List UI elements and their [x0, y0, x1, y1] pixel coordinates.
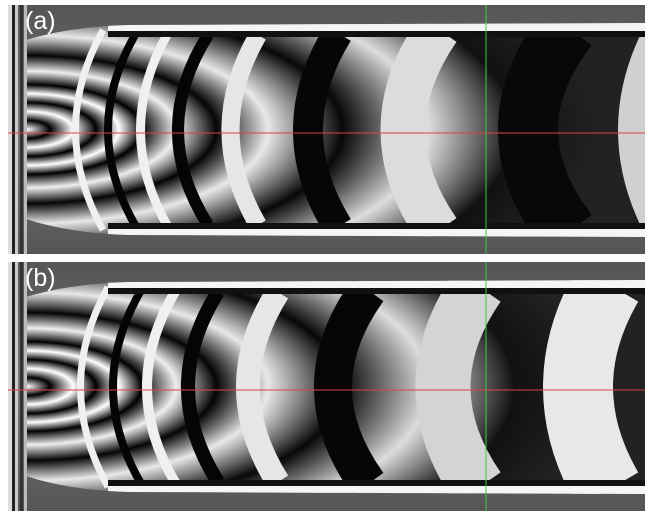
fringe-panel-b: (b): [8, 262, 645, 511]
fringe-panel-a: (a): [8, 5, 645, 254]
fringe-pattern-image-b: [8, 262, 645, 511]
panel-label-b: (b): [25, 264, 56, 292]
panel-label-a: (a): [25, 7, 56, 35]
fringe-pattern-image-a: [8, 5, 645, 254]
